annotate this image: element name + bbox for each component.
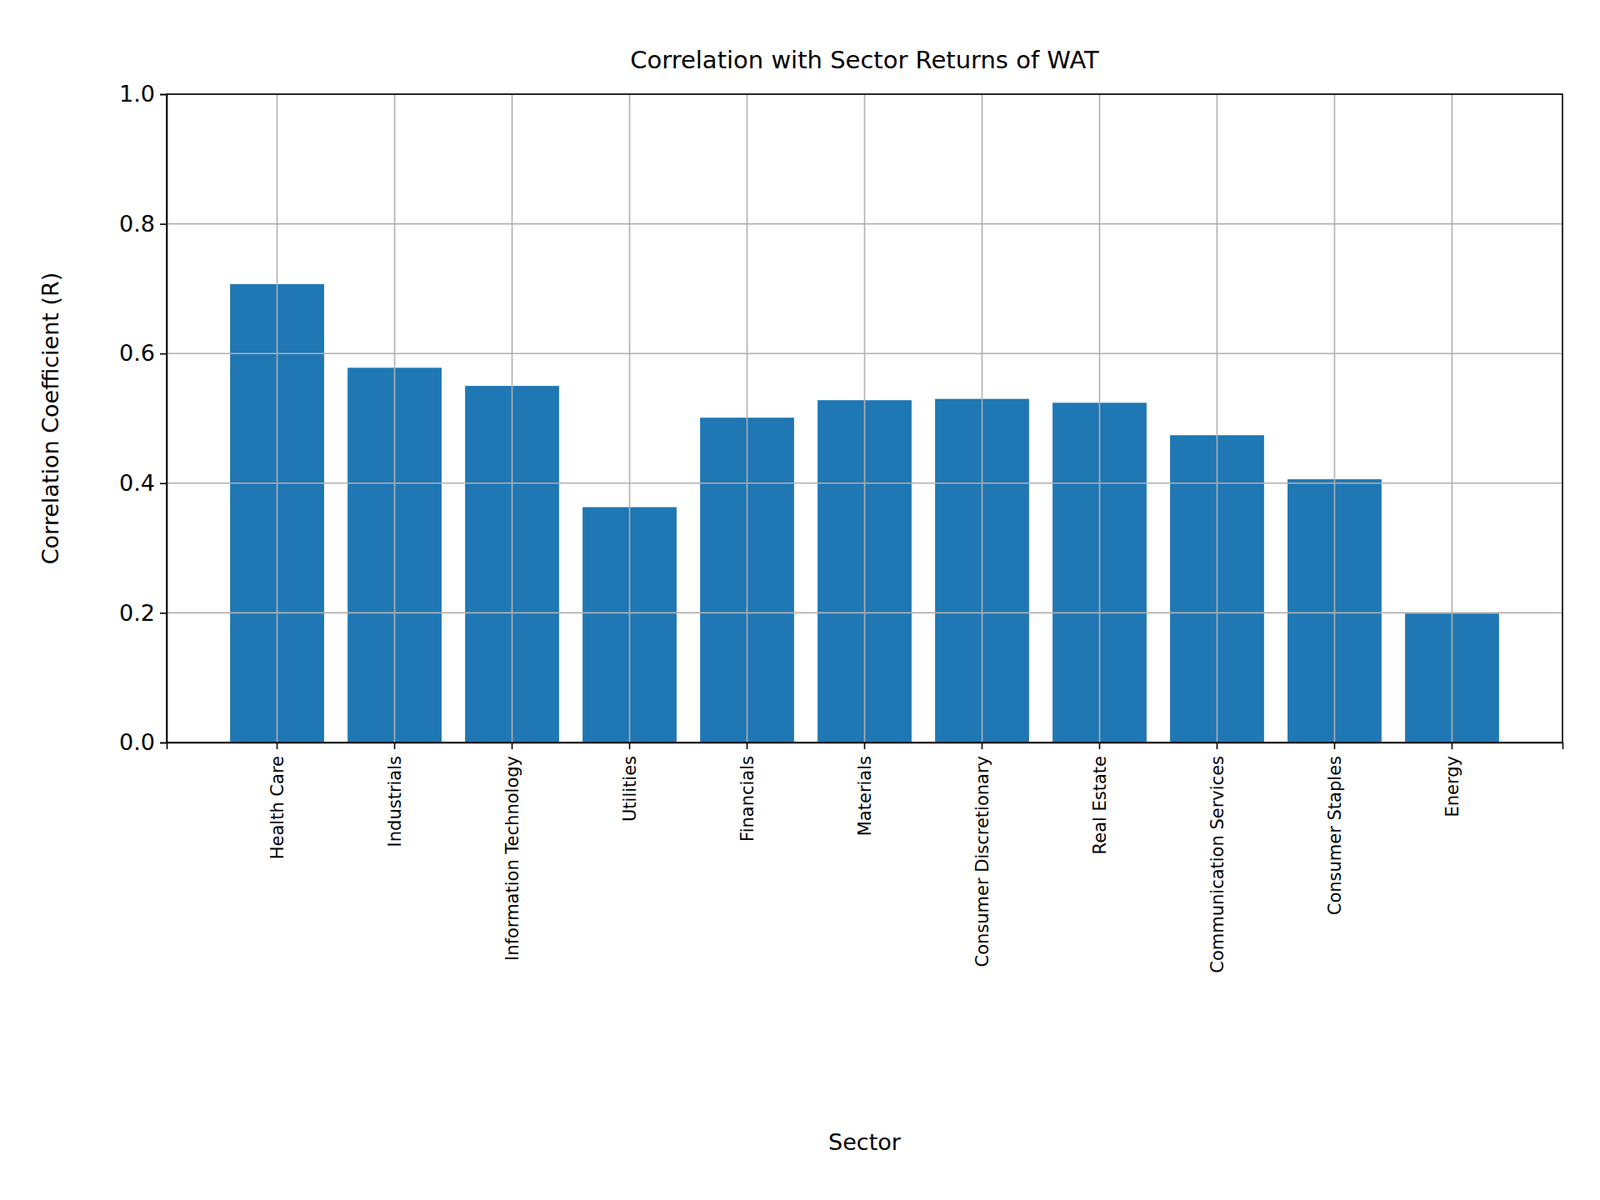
tick-mark: [160, 482, 167, 485]
tick-label: Financials: [737, 755, 758, 842]
grid-line: [629, 94, 631, 743]
tick-mark: [160, 742, 167, 745]
axis-title: Sector: [828, 1129, 902, 1155]
tick: Consumer Staples: [1325, 742, 1345, 915]
plot: 0.0 0.2 0.4 0.6 0.8 1.0 Health Care Industrials…: [119, 80, 1563, 974]
tick: 0.2: [119, 600, 167, 626]
tick: Consumer Discretionary: [972, 742, 993, 968]
tick-label: 0.4: [119, 470, 155, 496]
y-axis: 0.0 0.2 0.4 0.6 0.8 1.0: [119, 80, 167, 755]
grid-line: [1099, 94, 1101, 743]
tick-label: Energy: [1442, 755, 1463, 818]
tick: Materials: [855, 742, 875, 836]
axis-title: Correlation Coefficient (R): [37, 272, 64, 565]
grid-line: [276, 94, 279, 743]
tick-label: Industrials: [385, 755, 405, 847]
frame: [166, 94, 1563, 743]
tick: 1.0: [119, 80, 167, 107]
tick-mark: [160, 353, 167, 355]
tick-label: 0.6: [119, 340, 155, 366]
tick-mark: [160, 94, 167, 96]
tick-label: 0.2: [119, 600, 155, 626]
tick-mark: [864, 742, 866, 750]
tick-mark: [160, 223, 167, 225]
tick-mark: [1451, 742, 1454, 750]
grid-line: [1334, 94, 1336, 743]
tick-mark: [394, 742, 396, 750]
tick-label: 0.0: [119, 729, 155, 755]
tick: 0.4: [119, 470, 167, 496]
tick-label: Real Estate: [1090, 755, 1110, 855]
axis-line: [167, 743, 1564, 750]
tick-mark: [276, 742, 279, 750]
tick: 0.0: [119, 729, 167, 755]
tick: 0.6: [119, 340, 167, 366]
tick: Utilities: [620, 742, 640, 822]
tick: Energy: [1442, 742, 1463, 818]
tick-mark: [629, 742, 631, 750]
grid-line: [864, 94, 866, 743]
tick-label: Materials: [855, 755, 875, 836]
grid-line: [1451, 94, 1454, 743]
tick-mark: [746, 742, 749, 750]
chart: 0.0 0.2 0.4 0.6 0.8 1.0 Health Care Industrials…: [0, 0, 1600, 1200]
tick-label: Information Technology: [502, 755, 523, 961]
tick: Information Technology: [502, 742, 523, 961]
tick-label: Communication Services: [1207, 755, 1228, 974]
tick: Communication Services: [1207, 742, 1228, 974]
tick-label: Health Care: [267, 755, 288, 860]
tick-mark: [511, 742, 514, 750]
grid-line: [1216, 94, 1219, 743]
tick: Health Care: [267, 742, 288, 860]
tick-mark: [1334, 742, 1336, 750]
tick: Real Estate: [1090, 742, 1110, 855]
tick-mark: [981, 742, 984, 750]
grid-line: [394, 94, 396, 743]
grid-line: [981, 94, 984, 743]
tick-mark: [1099, 742, 1101, 750]
tick-label: Consumer Staples: [1325, 755, 1345, 915]
grid: [166, 94, 1563, 743]
tick-label: Utilities: [620, 755, 640, 822]
tick: 0.8: [119, 210, 167, 237]
tick-label: 0.8: [119, 210, 155, 237]
tick-label: Consumer Discretionary: [972, 755, 993, 968]
grid-line: [746, 94, 749, 743]
title: Correlation with Sector Returns of WAT: [630, 45, 1100, 75]
tick-mark: [1216, 742, 1219, 750]
tick: Financials: [737, 742, 758, 842]
tick: Industrials: [385, 742, 405, 847]
x-axis: Health Care Industrials Information Techno…: [167, 742, 1564, 974]
tick-label: 1.0: [119, 80, 155, 107]
grid-line: [511, 94, 514, 743]
tick-mark: [160, 612, 167, 615]
